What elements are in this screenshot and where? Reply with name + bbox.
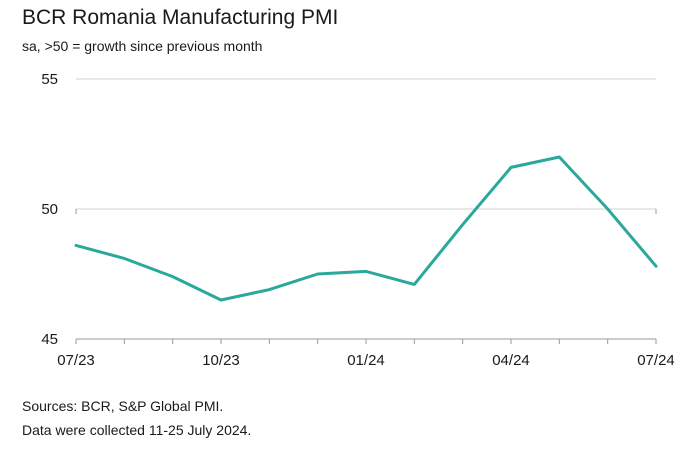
data-point [123,257,126,260]
data-point [461,223,464,226]
pmi-series-line [74,155,658,302]
data-point [510,166,513,169]
collection-note: Data were collected 11-25 July 2024. [22,422,252,438]
data-point [220,299,223,302]
chart-title: BCR Romania Manufacturing PMI [22,6,339,29]
x-tick-label: 01/24 [347,352,385,369]
x-tick-label: 10/23 [202,352,240,369]
data-point [606,208,609,211]
x-axis [75,209,657,344]
x-tick-label: 07/24 [637,352,675,369]
data-point [316,273,319,276]
data-point [365,270,368,273]
y-tick-labels: 45 50 55 [41,71,58,348]
x-tick-label: 04/24 [492,352,530,369]
y-tick-label: 50 [41,201,58,218]
data-point [268,288,271,291]
x-tick-labels: 07/23 10/23 01/24 04/24 07/24 [57,352,675,369]
data-point [75,244,78,247]
data-point [558,156,561,159]
data-point [171,275,174,278]
y-tick-label: 45 [41,331,58,348]
gridlines [76,78,656,210]
data-point [655,265,658,268]
series-group [74,155,658,302]
chart-subtitle: sa, >50 = growth since previous month [22,38,263,54]
y-tick-label: 55 [41,71,58,88]
data-point [413,283,416,286]
sources-note: Sources: BCR, S&P Global PMI. [22,398,224,414]
x-tick-label: 07/23 [57,352,95,369]
